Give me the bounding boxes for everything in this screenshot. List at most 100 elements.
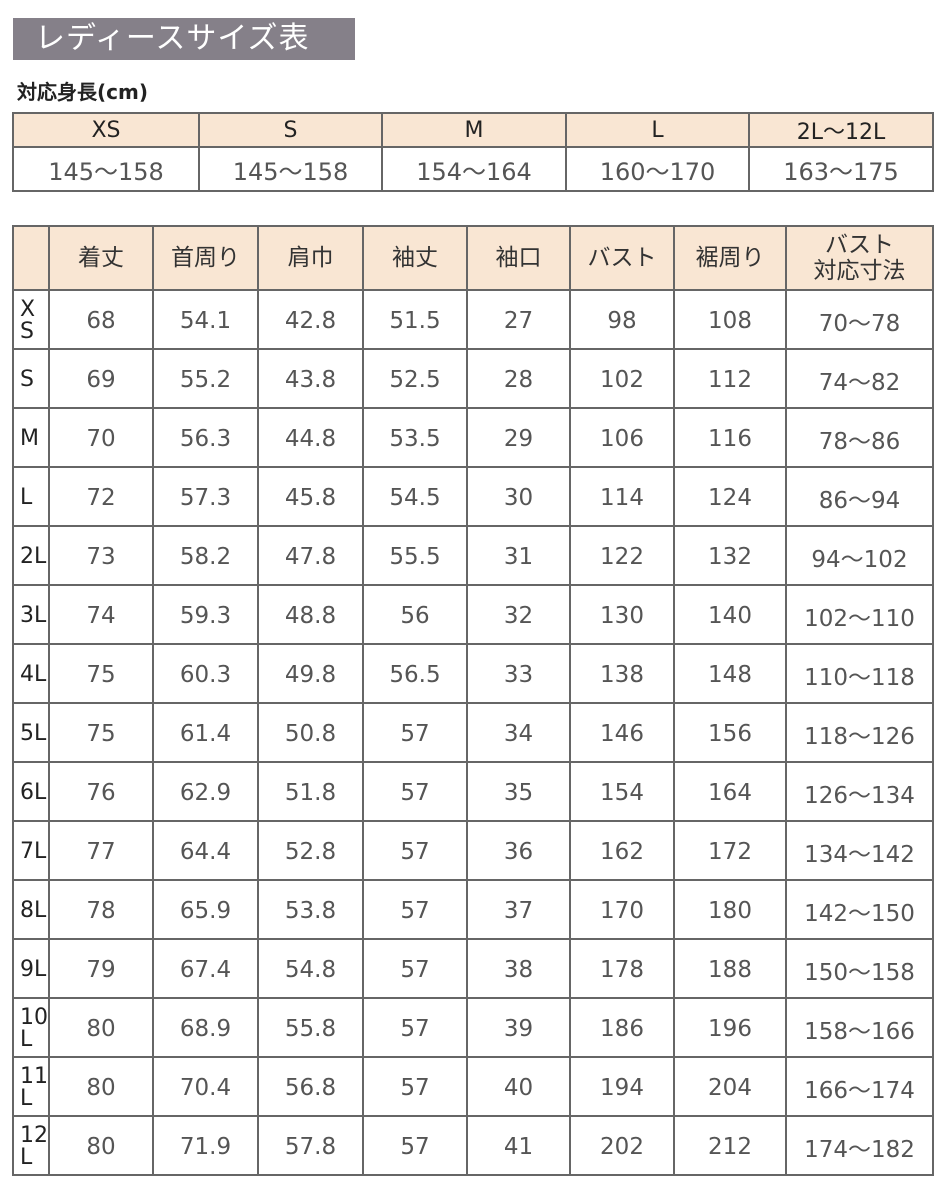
table-cell: 57 xyxy=(362,879,468,940)
column-header: 袖口 xyxy=(466,225,571,291)
column-header xyxy=(12,225,50,291)
table-cell: 156 xyxy=(673,702,787,763)
table-cell: 34 xyxy=(466,702,571,763)
table-cell: 68 xyxy=(48,289,154,350)
table-cell: 59.3 xyxy=(152,584,259,645)
table-cell: 196 xyxy=(673,997,787,1058)
table-cell: 118〜126 xyxy=(785,702,934,763)
table-cell: 71.9 xyxy=(152,1115,259,1176)
table-cell: 42.8 xyxy=(257,289,364,350)
table-cell: 35 xyxy=(466,761,571,822)
table-cell: 57 xyxy=(362,938,468,999)
table-cell: 75 xyxy=(48,702,154,763)
size-header: L xyxy=(565,112,750,148)
table-row: 6L 76 62.9 51.8 57 35 154 164 126〜134 xyxy=(12,761,934,822)
table-cell: 57 xyxy=(362,761,468,822)
table-cell: 80 xyxy=(48,1115,154,1176)
size-label: 6L xyxy=(12,761,50,822)
table-row: 8L 78 65.9 53.8 57 37 170 180 142〜150 xyxy=(12,879,934,940)
table-cell: 74〜82 xyxy=(785,348,934,409)
table-cell: 140 xyxy=(673,584,787,645)
table-cell: 212 xyxy=(673,1115,787,1176)
size-label: M xyxy=(12,407,50,468)
size-table: 着丈 首周り 肩巾 袖丈 袖口 バスト 裾周り バスト 対応寸法 XS 68 54.1 42.8 51… xyxy=(12,225,934,1176)
table-cell: 57 xyxy=(362,997,468,1058)
table-cell: 55.5 xyxy=(362,525,468,586)
table-cell: 57 xyxy=(362,820,468,881)
size-label: XS xyxy=(12,289,50,350)
table-cell: 178 xyxy=(569,938,675,999)
table-cell: 52.8 xyxy=(257,820,364,881)
table-row: 3L 74 59.3 48.8 56 32 130 140 102〜110 xyxy=(12,584,934,645)
table-row: M 70 56.3 44.8 53.5 29 106 116 78〜86 xyxy=(12,407,934,468)
table-cell: 62.9 xyxy=(152,761,259,822)
table-cell: 78〜86 xyxy=(785,407,934,468)
table-row: 5L 75 61.4 50.8 57 34 146 156 118〜126 xyxy=(12,702,934,763)
size-label: S xyxy=(12,348,50,409)
table-row: 10L 80 68.9 55.8 57 39 186 196 158〜166 xyxy=(12,997,934,1058)
table-cell: 134〜142 xyxy=(785,820,934,881)
table-cell: 60.3 xyxy=(152,643,259,704)
table-cell: 55.8 xyxy=(257,997,364,1058)
height-range: 160〜170 xyxy=(565,146,750,192)
size-header: XS xyxy=(12,112,200,148)
column-header: 袖丈 xyxy=(362,225,468,291)
table-cell: 126〜134 xyxy=(785,761,934,822)
table-cell: 31 xyxy=(466,525,571,586)
table-cell: 112 xyxy=(673,348,787,409)
table-cell: 65.9 xyxy=(152,879,259,940)
column-header: 首周り xyxy=(152,225,259,291)
table-cell: 146 xyxy=(569,702,675,763)
table-cell: 70 xyxy=(48,407,154,468)
table-cell: 54.8 xyxy=(257,938,364,999)
table-cell: 150〜158 xyxy=(785,938,934,999)
table-cell: 56 xyxy=(362,584,468,645)
table-cell: 186 xyxy=(569,997,675,1058)
table-cell: 114 xyxy=(569,466,675,527)
table-cell: 110〜118 xyxy=(785,643,934,704)
table-cell: 48.8 xyxy=(257,584,364,645)
table-cell: 122 xyxy=(569,525,675,586)
table-cell: 57 xyxy=(362,1115,468,1176)
table-cell: 124 xyxy=(673,466,787,527)
height-range: 154〜164 xyxy=(381,146,567,192)
table-cell: 50.8 xyxy=(257,702,364,763)
table-cell: 39 xyxy=(466,997,571,1058)
table-cell: 80 xyxy=(48,1056,154,1117)
table-cell: 102 xyxy=(569,348,675,409)
table-row: 9L 79 67.4 54.8 57 38 178 188 150〜158 xyxy=(12,938,934,999)
table-cell: 172 xyxy=(673,820,787,881)
table-cell: 68.9 xyxy=(152,997,259,1058)
table-cell: 33 xyxy=(466,643,571,704)
table-row: L 72 57.3 45.8 54.5 30 114 124 86〜94 xyxy=(12,466,934,527)
table-cell: 77 xyxy=(48,820,154,881)
size-label: 10L xyxy=(12,997,50,1058)
column-header: 肩巾 xyxy=(257,225,364,291)
page-title: レディースサイズ表 xyxy=(13,18,355,60)
table-cell: 54.1 xyxy=(152,289,259,350)
table-cell: 32 xyxy=(466,584,571,645)
table-cell: 202 xyxy=(569,1115,675,1176)
height-range: 145〜158 xyxy=(12,146,200,192)
table-cell: 106 xyxy=(569,407,675,468)
table-row: XS 68 54.1 42.8 51.5 27 98 108 70〜78 xyxy=(12,289,934,350)
height-table: XS S M L 2L〜12L 145〜158 145〜158 154〜164 160〜170… xyxy=(12,112,934,192)
table-cell: 61.4 xyxy=(152,702,259,763)
table-row: S 69 55.2 43.8 52.5 28 102 112 74〜82 xyxy=(12,348,934,409)
table-cell: 51.5 xyxy=(362,289,468,350)
table-cell: 130 xyxy=(569,584,675,645)
table-cell: 73 xyxy=(48,525,154,586)
size-label: 11L xyxy=(12,1056,50,1117)
column-header: 裾周り xyxy=(673,225,787,291)
height-range: 145〜158 xyxy=(198,146,383,192)
table-cell: 204 xyxy=(673,1056,787,1117)
size-label: 9L xyxy=(12,938,50,999)
table-cell: 164 xyxy=(673,761,787,822)
table-cell: 52.5 xyxy=(362,348,468,409)
table-cell: 116 xyxy=(673,407,787,468)
table-cell: 180 xyxy=(673,879,787,940)
table-cell: 56.5 xyxy=(362,643,468,704)
table-row: 12L 80 71.9 57.8 57 41 202 212 174〜182 xyxy=(12,1115,934,1176)
table-cell: 37 xyxy=(466,879,571,940)
table-cell: 27 xyxy=(466,289,571,350)
